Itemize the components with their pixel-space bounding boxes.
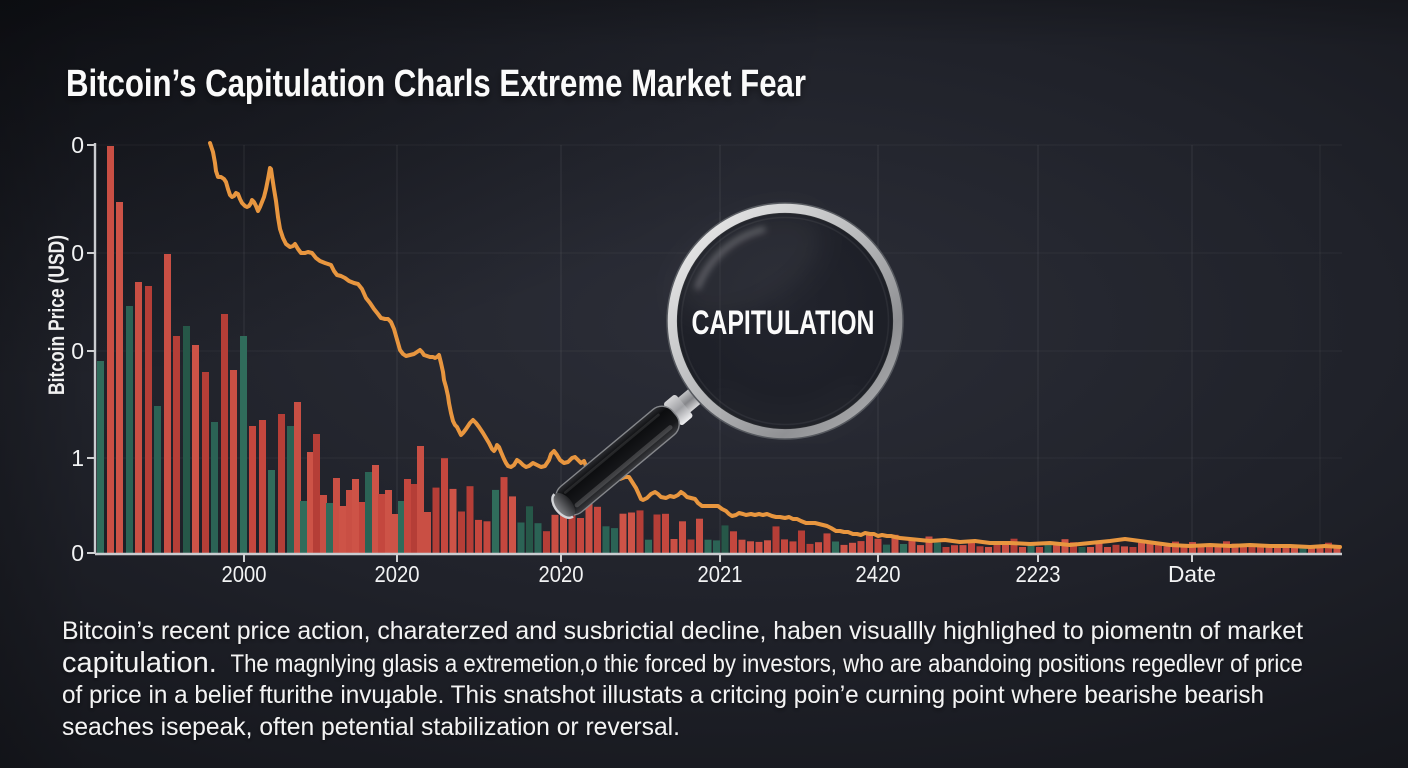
svg-text:2021: 2021 <box>698 561 743 587</box>
svg-text:0: 0 <box>71 240 84 266</box>
svg-text:1: 1 <box>71 445 84 471</box>
svg-text:2420: 2420 <box>856 561 901 587</box>
svg-text:seaches isepeak, often petenti: seaches isepeak, often petential stabili… <box>62 713 680 741</box>
svg-text:2223: 2223 <box>1016 561 1061 587</box>
svg-text:Bitcoin Price (USD): Bitcoin Price (USD) <box>44 235 69 395</box>
svg-text:0: 0 <box>71 132 84 158</box>
svg-text:Bitcoin’s Capitulation Charls: Bitcoin’s Capitulation Charls Extreme Ma… <box>66 63 806 105</box>
svg-text:capitulation. The magnlying gl: capitulation. The magnlying glasis a ext… <box>62 647 1303 679</box>
svg-text:2020: 2020 <box>375 561 420 587</box>
svg-text:0: 0 <box>71 338 84 364</box>
svg-text:CAPITULATION: CAPITULATION <box>692 304 875 342</box>
svg-text:2020: 2020 <box>539 561 584 587</box>
svg-text:2000: 2000 <box>222 561 267 587</box>
svg-text:Bitcoin’s recent price action,: Bitcoin’s recent price action, charaterz… <box>62 617 1303 645</box>
svg-text:0: 0 <box>71 540 84 566</box>
svg-text:of price in a belief fturithe: of price in a belief fturithe invuɟable.… <box>62 681 1264 709</box>
svg-text:Date: Date <box>1168 561 1216 587</box>
